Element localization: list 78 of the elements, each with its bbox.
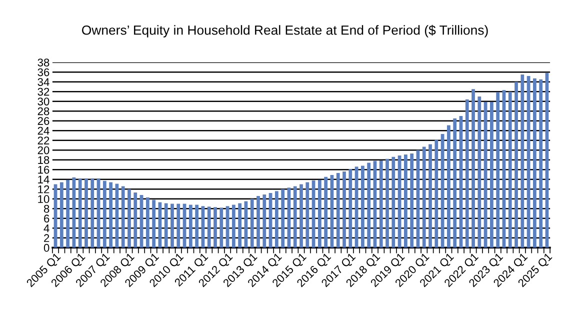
- y-tick-label: 32: [38, 88, 50, 96]
- bar: [404, 154, 408, 248]
- bar: [453, 118, 457, 248]
- bar: [60, 182, 64, 248]
- bar: [195, 204, 198, 248]
- y-tick-label: 8: [44, 204, 50, 213]
- bar: [367, 162, 371, 248]
- bar: [348, 169, 352, 248]
- bar: [78, 178, 82, 248]
- bar: [232, 204, 236, 248]
- y-tick-label: 30: [38, 98, 50, 106]
- bar: [465, 99, 469, 248]
- y-tick-label: 4: [44, 224, 50, 232]
- bar: [293, 186, 297, 248]
- y-tick-label: 10: [38, 195, 50, 204]
- bar: [434, 140, 438, 248]
- bar: [90, 178, 94, 248]
- bar: [128, 189, 131, 248]
- chart-title: Owners’ Equity in Household Real Estate at End of Period ($ Trillions): [82, 24, 488, 38]
- bar: [520, 74, 524, 248]
- bar: [300, 184, 303, 248]
- bar: [84, 178, 88, 248]
- bar: [478, 96, 482, 248]
- bar: [146, 197, 150, 248]
- y-tick-label: 16: [38, 166, 50, 174]
- bar: [490, 102, 494, 248]
- bar: [539, 79, 543, 248]
- bar: [446, 125, 450, 248]
- bar: [281, 189, 285, 248]
- bar: [238, 203, 242, 248]
- bar: [207, 206, 211, 248]
- bar: [262, 194, 266, 248]
- bar: [318, 180, 322, 248]
- bar: [250, 198, 254, 248]
- bar: [392, 156, 396, 248]
- bar: [533, 78, 536, 248]
- y-tick-label: 20: [38, 146, 50, 154]
- y-tick-label: 12: [38, 185, 50, 194]
- bar: [428, 144, 432, 248]
- bar: [508, 92, 512, 248]
- bar: [410, 154, 414, 248]
- bar: [274, 191, 278, 248]
- y-tick-label: 14: [38, 176, 50, 184]
- y-tick-label: 2: [44, 234, 50, 242]
- bar: [152, 200, 156, 248]
- bar: [164, 203, 168, 248]
- bar: [514, 82, 518, 248]
- bar: [176, 204, 180, 248]
- bar: [121, 186, 125, 248]
- y-tick-label: 36: [38, 68, 50, 76]
- y-tick-label: 28: [38, 107, 50, 116]
- bar: [472, 89, 475, 248]
- bar: [170, 204, 174, 248]
- bar: [134, 192, 138, 248]
- y-tick-label: 18: [38, 156, 50, 164]
- bar: [379, 160, 383, 248]
- y-tick-label: 0: [44, 244, 50, 252]
- y-tick-label: 26: [38, 117, 50, 125]
- y-tick-label: 6: [44, 214, 50, 223]
- bar: [214, 207, 217, 248]
- bar: [496, 92, 500, 248]
- bar: [188, 204, 192, 248]
- bar: [386, 158, 389, 248]
- y-tick-label: 24: [38, 126, 50, 135]
- bar: [220, 208, 224, 248]
- bar: [306, 182, 310, 248]
- bar: [360, 166, 364, 248]
- y-tick-label: 22: [38, 136, 50, 144]
- y-tick-label: 34: [38, 78, 50, 86]
- bar: [342, 172, 346, 248]
- bar: [336, 173, 340, 248]
- y-tick-label: 38: [38, 58, 50, 66]
- bar: [66, 180, 70, 248]
- bar: [109, 182, 112, 248]
- bar: [422, 146, 426, 248]
- bar: [256, 196, 260, 248]
- bar: [102, 180, 106, 248]
- bar: [324, 176, 328, 248]
